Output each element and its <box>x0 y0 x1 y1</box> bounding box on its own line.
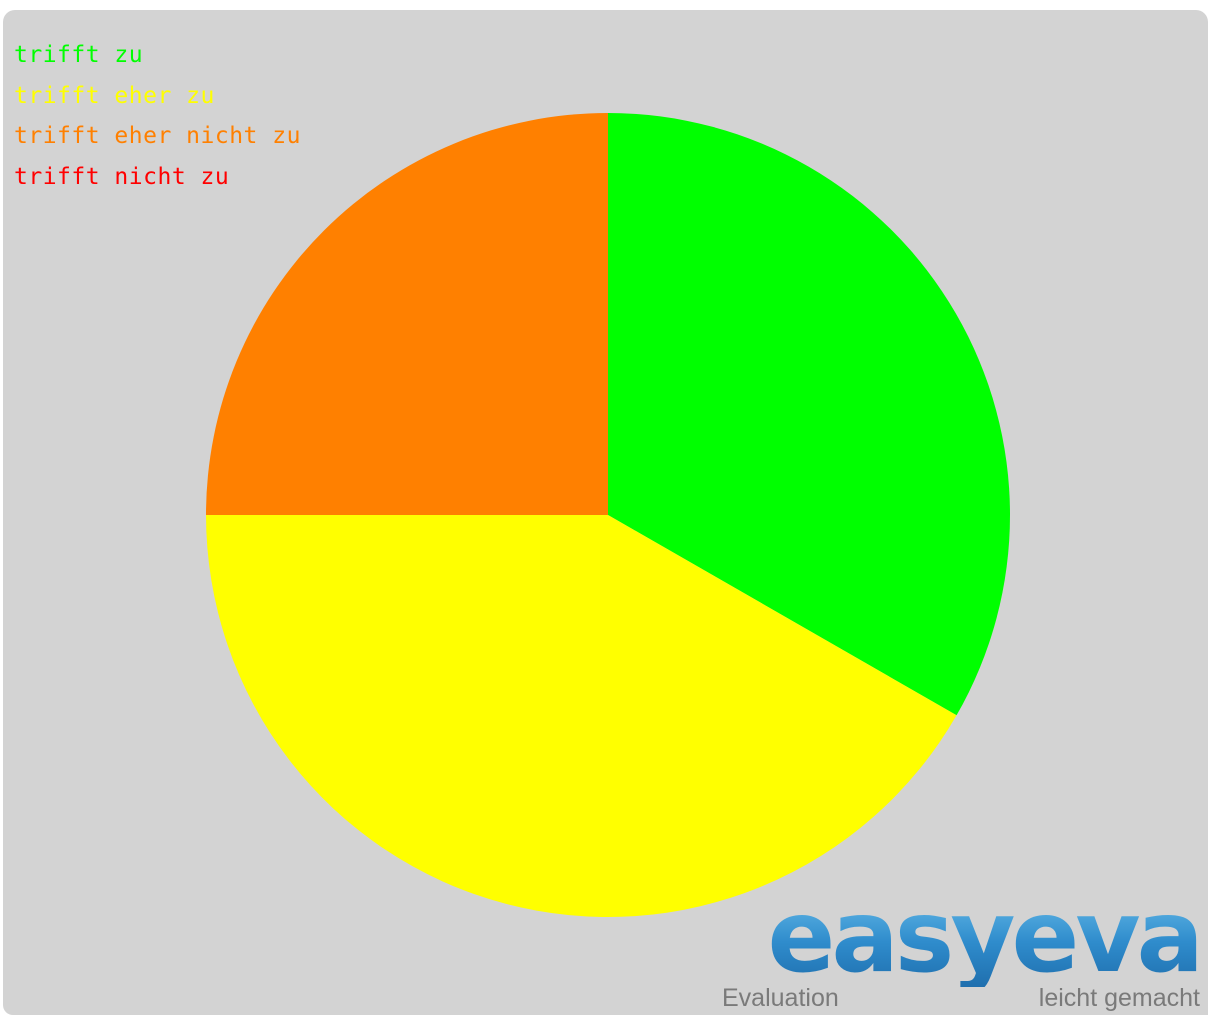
chart-panel: trifft zu trifft eher zu trifft eher nic… <box>3 10 1208 1015</box>
legend-entry-trifft-zu: trifft zu <box>14 42 144 68</box>
brand-wordmark: easyeva <box>767 878 1204 995</box>
pie-chart <box>206 113 1010 917</box>
legend-entry-trifft-eher-nicht-zu: trifft eher nicht zu <box>14 123 301 149</box>
pie-slice-trifft-zu <box>608 113 1010 716</box>
brand-tagline-left: Evaluation <box>722 984 839 1012</box>
pie-slice-trifft-eher-nicht-zu <box>206 113 608 515</box>
pie-slice-trifft-eher-zu <box>206 515 957 917</box>
legend-entry-trifft-eher-zu: trifft eher zu <box>14 82 215 109</box>
legend: trifft zu trifft eher zu trifft eher nic… <box>14 35 301 197</box>
legend-entry-trifft-nicht-zu: trifft nicht zu <box>14 163 230 190</box>
brand-tagline-right: leicht gemacht <box>1038 984 1200 1012</box>
easyeva-logo: easyeva Evaluation leicht gemacht <box>700 887 1204 1013</box>
